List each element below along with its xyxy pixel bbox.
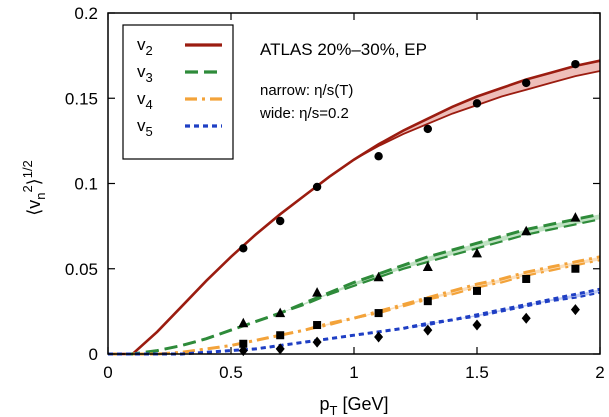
y-tick-label: 0 (89, 345, 98, 364)
y-tick-label: 0.05 (65, 260, 98, 279)
curve-wide-v2 (108, 70, 601, 355)
annotation-wide: wide: η/s=0.2 (259, 105, 349, 122)
legend-sub: 4 (146, 97, 153, 112)
x-tick-label: 0 (103, 363, 112, 382)
point-v5 (423, 324, 433, 336)
x-axis-title: pT [GeV] (320, 394, 389, 417)
x-tick-label: 2 (595, 363, 604, 382)
legend-label-v4: v4 (137, 89, 153, 112)
point-v2 (239, 244, 248, 253)
point-v4 (522, 274, 531, 283)
y-axis-exponent: 1/2 (20, 160, 35, 178)
y-tick-label: 0.2 (74, 4, 98, 23)
point-v2 (522, 78, 531, 88)
point-v3 (312, 287, 323, 297)
point-v2 (571, 59, 580, 69)
point-v5 (521, 312, 531, 324)
point-v3 (373, 271, 384, 282)
point-v3 (570, 212, 581, 222)
legend-box (122, 24, 234, 160)
x-axis-unit: [GeV] (337, 394, 388, 414)
x-tick-label: 1.5 (465, 363, 489, 382)
curve-wide-v4 (108, 259, 601, 356)
legend-symbol: v (137, 89, 146, 108)
y-tick-label: 0.1 (74, 175, 98, 194)
legend-symbol: v (137, 62, 146, 81)
point-v4 (423, 297, 432, 306)
legend-label-v2: v2 (137, 35, 153, 58)
point-v3 (238, 317, 249, 328)
uncertainty-bands (108, 60, 600, 354)
legend-sub: 3 (146, 70, 153, 85)
x-tick-label: 0.5 (219, 363, 243, 382)
band-v3 (108, 214, 600, 354)
point-v4 (276, 331, 285, 340)
point-v4 (313, 321, 322, 330)
x-axis-sub: T (330, 403, 338, 417)
point-v4 (374, 309, 383, 318)
point-v2 (472, 99, 482, 108)
curve-wide-v3 (108, 218, 601, 356)
point-v5 (570, 304, 580, 316)
point-v3 (275, 307, 286, 318)
legend-label-v3: v3 (137, 62, 153, 85)
point-v4 (239, 339, 248, 348)
y-axis-sub: n (33, 193, 48, 200)
point-v2 (276, 216, 285, 226)
legend-symbol: v (137, 116, 146, 135)
point-v5 (374, 331, 384, 343)
point-v4 (473, 286, 481, 295)
y-axis-title: ⟨vn2⟩1/2 (20, 160, 48, 216)
legend-symbol: v (137, 35, 146, 54)
y-axis-bracket-left: ⟨ (24, 209, 44, 216)
y-axis-power: 2 (20, 185, 35, 192)
legend-sub: 5 (146, 124, 153, 139)
data-points (238, 59, 581, 357)
x-tick-label: 1 (349, 363, 358, 382)
x-axis-symbol: p (320, 394, 330, 414)
point-v2 (423, 124, 432, 134)
point-v5 (275, 343, 285, 355)
point-v3 (422, 261, 433, 272)
point-v5 (312, 336, 322, 348)
annotation-narrow: narrow: η/s(T) (260, 82, 353, 99)
point-v3 (521, 225, 532, 236)
legend-label-v5: v5 (137, 116, 153, 139)
point-v4 (571, 264, 580, 273)
axis-ticks: 0 0.5 1 1.5 2 0 0.05 0.1 0.15 0.2 (65, 4, 605, 382)
y-tick-label: 0.15 (65, 89, 98, 108)
point-v2 (374, 152, 383, 161)
point-v2 (312, 182, 322, 192)
y-axis-bracket-right: ⟩ (24, 178, 44, 185)
point-v3 (472, 247, 482, 258)
y-axis-symbol: v (24, 200, 44, 209)
point-v5 (472, 319, 482, 331)
legend-sub: 2 (146, 43, 153, 58)
annotation-experiment: ATLAS 20%–30%, EP (260, 40, 427, 59)
